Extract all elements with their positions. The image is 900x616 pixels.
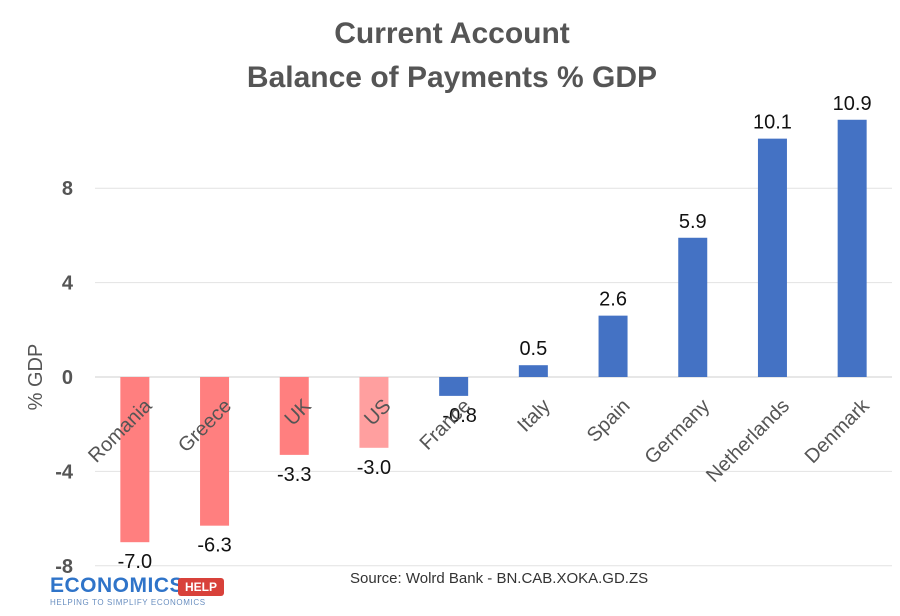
bar	[120, 377, 150, 543]
category-label: Spain	[583, 395, 635, 447]
logo-badge: HELP	[178, 578, 225, 596]
bar	[279, 377, 309, 455]
category-label: Italy	[513, 395, 554, 436]
bar	[757, 138, 787, 377]
y-tick-label: 4	[62, 273, 74, 295]
logo-tagline: HELPING TO SIMPLIFY ECONOMICS	[50, 598, 206, 607]
data-label: -3.3	[277, 464, 311, 486]
category-label: Netherlands	[702, 395, 794, 487]
data-label: 2.6	[599, 289, 627, 311]
y-tick-label: 8	[62, 178, 73, 200]
data-label: 10.9	[833, 93, 872, 115]
bar	[439, 377, 469, 396]
data-label: 10.1	[753, 112, 792, 134]
logo-name: ECONOMICS	[50, 574, 185, 597]
y-tick-label: -8	[55, 556, 73, 578]
data-label: -6.3	[197, 535, 231, 557]
bar	[359, 377, 389, 448]
y-tick-label: 0	[62, 367, 73, 389]
data-label: 0.5	[519, 338, 547, 360]
data-labels: -7.0 -6.3 -3.3 -3.0 -0.8 0.5 2.6 5.9 10.1 10.9	[118, 93, 872, 573]
bars	[120, 119, 867, 543]
y-tick-label: -4	[55, 461, 74, 483]
bar	[598, 315, 628, 377]
y-axis-label: % GDP	[25, 344, 47, 411]
economics-help-logo: ECONOMICS HELP HELPING TO SIMPLIFY ECONO…	[50, 574, 240, 610]
bar	[678, 237, 708, 377]
chart-title: Current Account Balance of Payments % GDP	[247, 17, 657, 94]
category-label: Germany	[641, 395, 715, 469]
data-label: 5.9	[679, 211, 707, 233]
y-axis-ticks: -8 -4 0 4 8	[55, 178, 74, 578]
chart-title-line: Current Account	[334, 17, 570, 50]
bar	[200, 377, 230, 526]
bar	[518, 365, 548, 377]
chart-title-line: Balance of Payments % GDP	[247, 61, 657, 94]
data-label: -7.0	[118, 551, 152, 573]
data-label: -0.8	[442, 405, 476, 427]
data-label: -3.0	[357, 457, 391, 479]
bar	[837, 119, 867, 377]
category-label: Denmark	[801, 394, 875, 468]
source-note: Source: Wolrd Bank - BN.CAB.XOKA.GD.ZS	[350, 570, 648, 587]
